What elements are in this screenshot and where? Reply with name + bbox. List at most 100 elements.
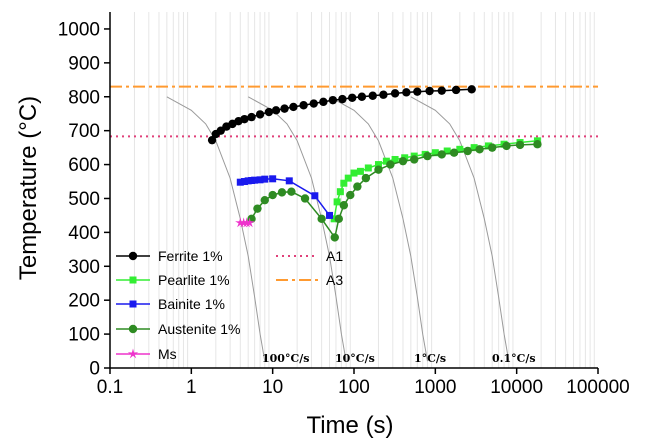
cooling-curve — [166, 96, 266, 362]
data-point — [336, 188, 344, 196]
y-tick-label: 800 — [68, 87, 100, 108]
data-point — [475, 145, 484, 154]
y-tick-label: 600 — [68, 155, 100, 176]
data-point — [255, 110, 265, 119]
data-point — [357, 92, 367, 101]
legend-label: Bainite 1% — [158, 296, 225, 312]
legend-label: Ferrite 1% — [158, 248, 223, 264]
cooling-rate-label: 1°C/s — [414, 352, 446, 365]
data-point — [207, 135, 217, 145]
data-point — [361, 173, 371, 183]
x-tick-label: 1000 — [414, 377, 456, 398]
data-point — [253, 204, 262, 213]
data-point — [338, 94, 347, 104]
x-tick-label: 10000 — [490, 377, 543, 398]
y-tick-label: 0 — [89, 359, 100, 380]
data-point — [339, 201, 349, 210]
data-point — [425, 86, 434, 96]
data-point — [256, 176, 264, 184]
cooling-curve — [329, 96, 428, 362]
legend-label: Pearlite 1% — [158, 272, 230, 288]
data-point — [300, 194, 310, 203]
data-point — [240, 114, 249, 124]
data-point — [356, 167, 364, 175]
data-point — [467, 85, 476, 94]
data-point — [374, 165, 383, 174]
data-point — [319, 97, 328, 107]
legend-entry: A1 — [276, 248, 343, 264]
axes: 0 100 200 300 400 500 600 700 800 900 1000 0.1 1 10 10… — [58, 12, 630, 398]
cooling-rate-label: 100°C/s — [262, 352, 309, 365]
data-point — [260, 195, 269, 205]
data-point — [285, 177, 293, 185]
cooling-rate-label: 10°C/s — [335, 352, 375, 365]
series-ferrite-1- — [207, 85, 476, 145]
data-point — [268, 190, 277, 200]
series-ms — [235, 217, 255, 228]
data-point — [374, 161, 382, 169]
data-point — [347, 93, 357, 102]
data-point — [264, 107, 274, 117]
legend-label: Ms — [158, 346, 177, 362]
data-point — [364, 164, 372, 172]
data-point — [344, 174, 352, 182]
data-point — [261, 175, 269, 183]
legend-label: Austenite 1% — [158, 321, 241, 337]
data-point — [456, 145, 464, 153]
legend-entry: Ferrite 1% — [116, 248, 223, 264]
x-tick-label: 100000 — [566, 377, 629, 398]
data-point — [271, 106, 281, 115]
data-point — [449, 148, 459, 157]
data-point — [502, 141, 511, 151]
y-tick-label: 100 — [68, 325, 100, 346]
x-tick-label: 1 — [186, 377, 197, 398]
data-point — [437, 150, 446, 159]
data-point — [515, 140, 525, 150]
legend-entry: Pearlite 1% — [116, 272, 230, 288]
data-point — [470, 144, 478, 152]
data-point — [280, 104, 289, 113]
data-point — [128, 251, 138, 261]
cooling-rate-label: 0.1°C/s — [492, 352, 536, 365]
data-point — [128, 324, 138, 334]
data-point — [431, 149, 439, 157]
grid-lines — [133, 12, 595, 368]
legend-label: A1 — [326, 248, 343, 264]
data-point — [289, 102, 298, 112]
data-point — [328, 95, 338, 105]
data-point — [251, 176, 259, 184]
legend-entry: Bainite 1% — [116, 296, 225, 312]
y-tick-label: 700 — [68, 121, 100, 142]
data-point — [391, 155, 399, 163]
data-point — [309, 99, 318, 108]
data-point — [382, 157, 390, 165]
data-point — [379, 90, 388, 99]
x-axis-title: Time (s) — [306, 412, 393, 439]
legend-entry: A3 — [276, 272, 343, 288]
data-point — [437, 86, 446, 95]
data-point — [350, 169, 358, 177]
cooling-curve — [410, 96, 510, 362]
data-point — [398, 156, 408, 166]
y-tick-label: 200 — [68, 291, 100, 312]
data-point — [129, 300, 137, 308]
legend-entry: Austenite 1% — [116, 321, 241, 337]
data-point — [402, 88, 411, 97]
data-point — [353, 182, 362, 191]
y-tick-label: 400 — [68, 223, 100, 244]
data-point — [129, 276, 137, 284]
data-point — [410, 155, 419, 164]
data-point — [330, 233, 339, 242]
series-bainite-1- — [236, 175, 334, 219]
cooling-curves: 100°C/s 10°C/s 1°C/s 0.1°C/s — [166, 96, 536, 365]
series-austenite-1- — [247, 140, 542, 242]
data-point — [413, 87, 422, 96]
data-point — [346, 190, 355, 200]
data-point — [334, 214, 343, 224]
data-point — [390, 89, 400, 98]
data-point — [533, 140, 542, 149]
data-point — [451, 85, 461, 95]
x-tick-label: 10 — [262, 377, 283, 398]
data-point — [368, 91, 377, 100]
data-point — [443, 147, 451, 155]
